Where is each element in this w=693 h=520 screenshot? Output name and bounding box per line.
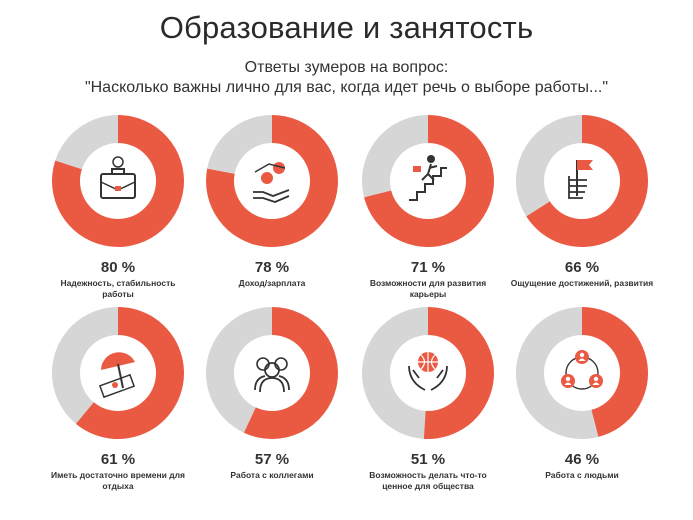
donut-percent: 71 %: [410, 259, 446, 276]
donut-value-arc: [423, 307, 494, 439]
donut-value-arc: [582, 307, 648, 437]
donut-chart: [362, 115, 494, 247]
subtitle-line-2: "Насколько важны лично для вас, когда ид…: [84, 79, 609, 96]
stairs-climb-icon: [409, 155, 447, 201]
flag-hand-icon: [568, 160, 593, 199]
donut-track: [516, 307, 599, 439]
donut-label: Ощущение достижений, развития: [510, 278, 654, 288]
donut-label: Возможность делать что-то ценное для общ…: [369, 470, 487, 491]
globe-hands-icon: [408, 352, 448, 391]
briefcase-icon: [100, 156, 136, 199]
donut-label: Работа с людьми: [545, 470, 619, 480]
donut-track: [361, 307, 428, 439]
donut-chart: [516, 115, 648, 247]
donut-cell: 57 % Работа с коллегами: [192, 304, 352, 481]
donut-cell: 80 % Надежность, стабильность работы: [38, 112, 198, 300]
donut-label: Надежность, стабильность работы: [60, 278, 176, 299]
donut-chart: [51, 307, 185, 439]
colleagues-icon: [254, 357, 290, 393]
donut-cell: 51 % Возможность делать что-то ценное дл…: [348, 304, 508, 492]
beach-umbrella-icon: [98, 352, 136, 399]
donut-percent: 51 %: [410, 451, 446, 468]
donut-track: [206, 307, 272, 433]
donut-percent: 78 %: [254, 259, 290, 276]
donut-cell: 61 % Иметь достаточно времени для отдыха: [38, 304, 198, 492]
money-hand-icon: [253, 162, 290, 203]
donut-label: Иметь достаточно времени для отдыха: [50, 470, 186, 491]
donut-label: Работа с коллегами: [230, 470, 314, 480]
donut-percent: 66 %: [564, 259, 600, 276]
donut-label: Доход/зарплата: [238, 278, 306, 288]
donut-value-arc: [52, 115, 184, 248]
donut-cell: 71 % Возможности для развития карьеры: [348, 112, 508, 300]
donut-value-arc: [205, 115, 338, 247]
donut-value-arc: [364, 115, 494, 247]
donut-track: [516, 115, 582, 217]
donut-chart: [52, 115, 184, 248]
donut-track: [55, 115, 118, 170]
donut-chart: [206, 307, 338, 439]
donut-chart: [361, 307, 494, 439]
donut-cell: 78 % Доход/зарплата: [192, 112, 352, 289]
donut-track: [362, 115, 428, 198]
donut-value-arc: [526, 115, 648, 247]
donut-value-arc: [243, 307, 338, 439]
chart-title: Образование и занятость: [159, 10, 534, 45]
donut-percent: 61 %: [100, 451, 136, 468]
subtitle-line-1: Ответы зумеров на вопрос:: [244, 59, 449, 76]
donut-percent: 57 %: [254, 451, 290, 468]
donut-track: [207, 115, 272, 174]
donut-cell: 46 % Работа с людьми: [502, 304, 662, 481]
chart-subtitle: Ответы зумеров на вопрос: "Насколько важ…: [0, 58, 693, 98]
people-network-icon: [561, 350, 603, 390]
donut-chart: [205, 115, 338, 247]
donut-chart: [516, 307, 648, 439]
donut-label: Возможности для развития карьеры: [369, 278, 487, 299]
donut-cell: 66 % Ощущение достижений, развития: [502, 112, 662, 289]
donut-value-arc: [75, 307, 185, 439]
donut-track: [51, 307, 118, 424]
donut-percent: 80 %: [100, 259, 136, 276]
donut-percent: 46 %: [564, 451, 600, 468]
